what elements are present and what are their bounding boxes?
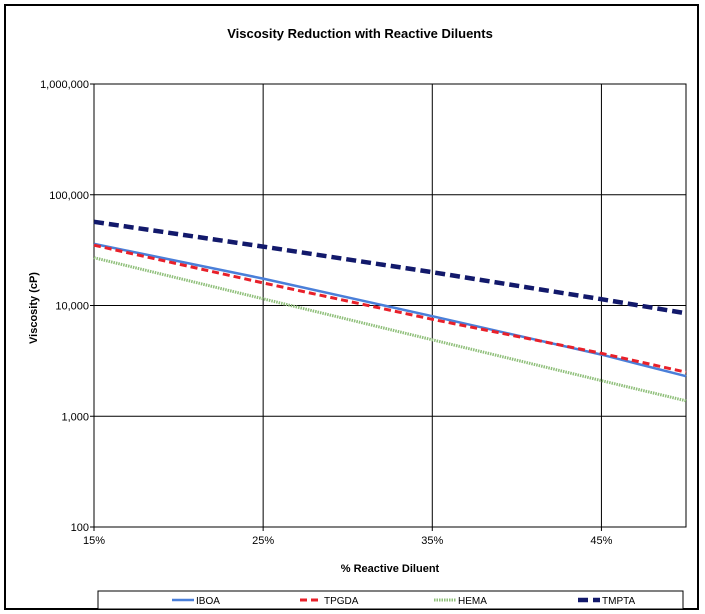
x-axis-ticks: 15% 25% 35% 45% bbox=[83, 535, 613, 547]
legend-label-tmpta: TMPTA bbox=[602, 596, 635, 607]
series-lines bbox=[93, 219, 687, 403]
plot-area bbox=[90, 83, 687, 531]
x-axis-label: % Reactive Diluent bbox=[341, 563, 440, 575]
series-line-iboa bbox=[93, 242, 687, 378]
legend-label-tpgda: TPGDA bbox=[324, 596, 359, 607]
series-line-tmpta bbox=[93, 219, 687, 316]
y-tick-label: 1,000 bbox=[61, 411, 89, 423]
legend-label-iboa: IBOA bbox=[196, 596, 220, 607]
x-tick-label: 45% bbox=[590, 535, 612, 547]
series-line-hema bbox=[93, 256, 687, 403]
series-line-tpgda bbox=[93, 243, 687, 374]
legend: IBOA TPGDA HEMA TMPTA bbox=[97, 590, 684, 610]
legend-box bbox=[97, 590, 684, 610]
x-tick-label: 35% bbox=[421, 535, 443, 547]
y-tick-label: 100,000 bbox=[49, 190, 89, 202]
chart-title: Viscosity Reduction with Reactive Diluen… bbox=[227, 26, 493, 41]
y-tick-label: 100 bbox=[71, 522, 89, 534]
y-tick-label: 1,000,000 bbox=[40, 79, 89, 91]
y-tick-label: 10,000 bbox=[55, 301, 89, 313]
x-tick-label: 15% bbox=[83, 535, 105, 547]
legend-label-hema: HEMA bbox=[458, 596, 487, 607]
y-axis-ticks: 100 1,000 10,000 100,000 1,000,000 bbox=[40, 79, 89, 534]
y-axis-label: Viscosity (cP) bbox=[28, 272, 40, 344]
x-tick-label: 25% bbox=[252, 535, 274, 547]
